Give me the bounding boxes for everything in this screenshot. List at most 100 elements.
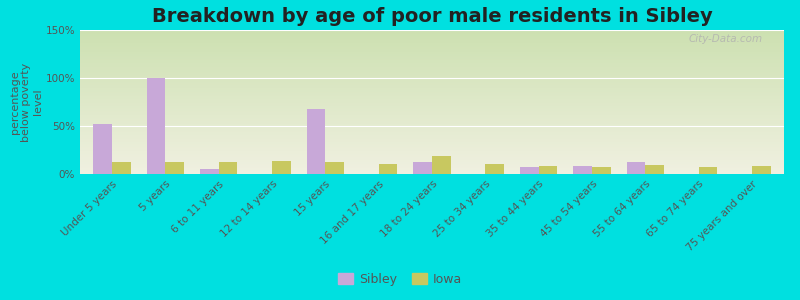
Bar (80, 47, 784, 49)
Bar (80, 105, 784, 106)
Bar (80, 52, 784, 53)
Bar (80, 149, 784, 151)
Bar (80, 136, 784, 138)
Bar (80, 60, 784, 62)
Bar (80, 151, 784, 152)
Bar (80, 96, 784, 98)
Bar (80, 69, 784, 70)
Bar (80, 44, 784, 46)
Bar (486, 164, 504, 174)
Bar (80, 49, 784, 50)
Bar (80, 116, 784, 118)
Bar (414, 161, 432, 174)
Bar (80, 40, 784, 41)
Bar (520, 167, 538, 174)
Bar (80, 46, 784, 47)
Bar (80, 127, 784, 128)
Bar (80, 55, 784, 56)
Bar (80, 66, 784, 68)
Bar (94, 124, 112, 174)
Bar (80, 77, 784, 79)
Bar (80, 154, 784, 155)
Bar (80, 112, 784, 113)
Bar (80, 70, 784, 72)
Bar (80, 57, 784, 59)
Bar (80, 100, 784, 102)
Bar (80, 168, 784, 170)
Bar (574, 166, 592, 174)
Bar (80, 108, 784, 109)
Bar (378, 164, 398, 174)
Bar (80, 33, 784, 34)
Bar (752, 166, 770, 174)
Bar (200, 169, 218, 174)
Bar (80, 109, 784, 111)
Bar (80, 160, 784, 161)
Bar (80, 102, 784, 104)
Bar (80, 59, 784, 60)
Bar (80, 115, 784, 116)
Bar (80, 119, 784, 121)
Bar (80, 99, 784, 100)
Bar (432, 156, 450, 174)
Bar (80, 103, 784, 105)
Bar (80, 135, 784, 136)
Bar (80, 76, 784, 77)
Bar (80, 50, 784, 52)
Legend: Sibley, Iowa: Sibley, Iowa (333, 268, 467, 291)
Bar (80, 138, 784, 140)
Bar (146, 78, 166, 174)
Bar (80, 125, 784, 127)
Bar (80, 147, 784, 148)
Bar (80, 63, 784, 64)
Bar (80, 111, 784, 112)
Bar (166, 163, 184, 174)
Bar (80, 75, 784, 76)
Bar (698, 167, 718, 174)
Bar (80, 167, 784, 168)
Bar (80, 141, 784, 142)
Bar (218, 163, 238, 174)
Bar (80, 158, 784, 160)
Bar (80, 37, 784, 39)
Bar (80, 131, 784, 132)
Bar (80, 72, 784, 73)
Bar (80, 86, 784, 88)
Bar (272, 160, 290, 174)
Bar (80, 118, 784, 119)
Bar (80, 164, 784, 165)
Bar (80, 80, 784, 82)
Bar (80, 171, 784, 172)
Text: City-Data.com: City-Data.com (689, 34, 763, 44)
Bar (80, 129, 784, 131)
Bar (592, 167, 610, 174)
Bar (80, 122, 784, 124)
Bar (80, 152, 784, 154)
Bar (80, 142, 784, 144)
Bar (80, 113, 784, 115)
Bar (80, 132, 784, 134)
Bar (80, 165, 784, 167)
Bar (80, 172, 784, 174)
Bar (538, 166, 558, 174)
Bar (80, 134, 784, 135)
Bar (80, 124, 784, 125)
Bar (80, 43, 784, 44)
Bar (80, 145, 784, 147)
Bar (112, 161, 130, 174)
Bar (80, 98, 784, 99)
Bar (80, 62, 784, 63)
Bar (80, 36, 784, 37)
Bar (646, 165, 664, 174)
Bar (80, 34, 784, 36)
Bar (80, 93, 784, 95)
Bar (80, 95, 784, 96)
Y-axis label: percentage
below poverty
level: percentage below poverty level (10, 62, 42, 142)
Bar (80, 144, 784, 145)
Bar (80, 148, 784, 149)
Bar (80, 41, 784, 43)
Bar (80, 92, 784, 93)
Bar (80, 128, 784, 129)
Bar (80, 85, 784, 86)
Bar (80, 170, 784, 171)
